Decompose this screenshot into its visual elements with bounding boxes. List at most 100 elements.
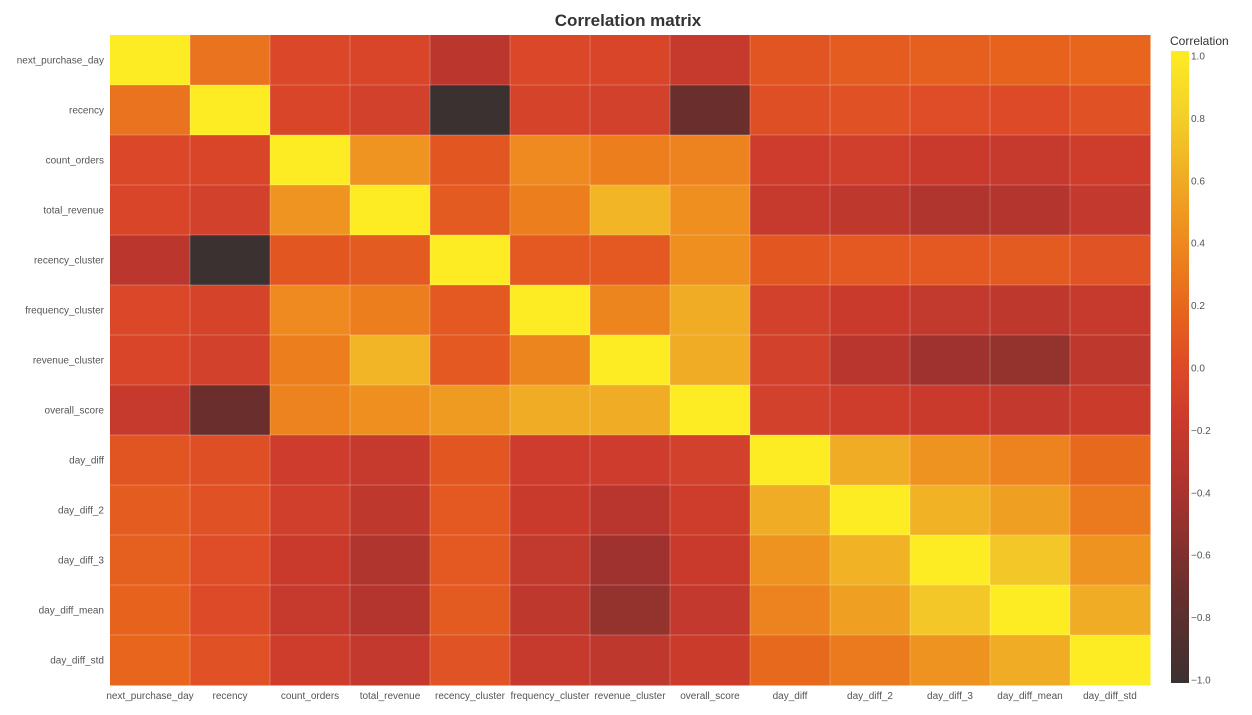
heatmap-cell xyxy=(270,135,351,186)
heatmap-cell xyxy=(270,635,351,686)
heatmap-cell xyxy=(830,285,911,336)
heatmap-cell xyxy=(1070,485,1151,536)
heatmap-cell xyxy=(350,585,431,636)
chart-title: Correlation matrix xyxy=(555,11,702,30)
heatmap-cell xyxy=(190,585,271,636)
heatmap-cell xyxy=(110,435,191,486)
heatmap-cell xyxy=(990,635,1071,686)
heatmap-cell xyxy=(110,335,191,386)
colorbar-tick-label: 0.2 xyxy=(1191,301,1205,312)
heatmap-cell xyxy=(910,535,991,586)
x-tick-label: day_diff_3 xyxy=(927,691,973,702)
heatmap-cell xyxy=(350,185,431,236)
heatmap-cell xyxy=(110,485,191,536)
heatmap-cell xyxy=(190,435,271,486)
heatmap-cell xyxy=(590,435,671,486)
heatmap-cell xyxy=(1070,285,1151,336)
x-tick-label: overall_score xyxy=(680,691,740,702)
y-tick-label: recency xyxy=(69,106,104,117)
y-tick-label: day_diff_2 xyxy=(58,506,104,517)
heatmap-cell xyxy=(990,85,1071,136)
y-tick-label: total_revenue xyxy=(43,206,104,217)
heatmap-cell xyxy=(270,535,351,586)
heatmap-cell xyxy=(270,185,351,236)
heatmap-cell xyxy=(670,485,751,536)
heatmap-cell xyxy=(190,335,271,386)
heatmap-cell xyxy=(270,485,351,536)
heatmap-cell xyxy=(510,385,591,436)
heatmap-cell xyxy=(670,335,751,386)
x-tick-label: revenue_cluster xyxy=(594,691,666,702)
heatmap-cell xyxy=(910,385,991,436)
heatmap-cell xyxy=(110,235,191,286)
heatmap-cell xyxy=(990,35,1071,86)
heatmap-cell xyxy=(750,135,831,186)
heatmap-cell xyxy=(510,335,591,386)
y-tick-label: day_diff_3 xyxy=(58,556,104,567)
heatmap-cell xyxy=(590,35,671,86)
heatmap-cell xyxy=(510,185,591,236)
heatmap-cell xyxy=(670,135,751,186)
heatmap-cell xyxy=(350,485,431,536)
heatmap-cell xyxy=(510,85,591,136)
heatmap-cell xyxy=(750,185,831,236)
heatmap-cell xyxy=(990,385,1071,436)
heatmap-cell xyxy=(990,435,1071,486)
heatmap-cell xyxy=(430,235,511,286)
heatmap-cell xyxy=(190,285,271,336)
x-tick-label: day_diff_2 xyxy=(847,691,893,702)
colorbar-tick-label: −0.4 xyxy=(1191,488,1211,499)
heatmap-cell xyxy=(510,485,591,536)
heatmap-cell xyxy=(750,35,831,86)
heatmap-cell xyxy=(350,135,431,186)
heatmap-cell xyxy=(590,485,671,536)
heatmap-cell xyxy=(590,235,671,286)
heatmap-cell xyxy=(430,585,511,636)
y-tick-label: frequency_cluster xyxy=(25,306,105,317)
heatmap-cell xyxy=(1070,435,1151,486)
heatmap-cell xyxy=(590,535,671,586)
heatmap-cell xyxy=(990,135,1071,186)
x-tick-label: recency_cluster xyxy=(435,691,506,702)
heatmap-cell xyxy=(190,35,271,86)
heatmap-cell xyxy=(430,285,511,336)
heatmap-cell xyxy=(350,85,431,136)
y-tick-label: day_diff_std xyxy=(50,656,104,667)
heatmap-cell xyxy=(830,85,911,136)
heatmap-cell xyxy=(990,585,1071,636)
heatmap-cell xyxy=(350,435,431,486)
heatmap-cell xyxy=(670,235,751,286)
heatmap-cell xyxy=(430,335,511,386)
colorbar-gradient xyxy=(1171,51,1189,683)
heatmap-cell xyxy=(110,285,191,336)
heatmap-cell xyxy=(270,385,351,436)
heatmap-cell xyxy=(830,635,911,686)
colorbar-tick-label: −0.2 xyxy=(1191,426,1211,437)
heatmap-cell xyxy=(1070,585,1151,636)
heatmap-cell xyxy=(510,285,591,336)
heatmap-cell xyxy=(350,35,431,86)
heatmap-cell xyxy=(750,235,831,286)
heatmap-cell xyxy=(190,535,271,586)
y-tick-label: overall_score xyxy=(45,406,105,417)
colorbar-tick-labels: 1.0 0.8 0.6 0.4 0.2 0.0 −0.2 −0.4 −0.6 −0.8 −1.0 xyxy=(1191,52,1211,687)
heatmap-cell xyxy=(510,585,591,636)
heatmap-cell xyxy=(830,335,911,386)
heatmap-cell xyxy=(590,85,671,136)
heatmap-cell xyxy=(670,585,751,636)
heatmap-cell xyxy=(110,385,191,436)
heatmap-cell xyxy=(510,235,591,286)
heatmap-cell xyxy=(110,85,191,136)
heatmap-cells xyxy=(110,35,1151,686)
heatmap-cell xyxy=(910,485,991,536)
heatmap-cell xyxy=(110,135,191,186)
x-tick-label: frequency_cluster xyxy=(511,691,591,702)
x-tick-label: total_revenue xyxy=(360,691,421,702)
heatmap-cell xyxy=(590,335,671,386)
heatmap-cell xyxy=(750,435,831,486)
heatmap-cell xyxy=(510,635,591,686)
heatmap-cell xyxy=(350,385,431,436)
heatmap-cell xyxy=(270,35,351,86)
